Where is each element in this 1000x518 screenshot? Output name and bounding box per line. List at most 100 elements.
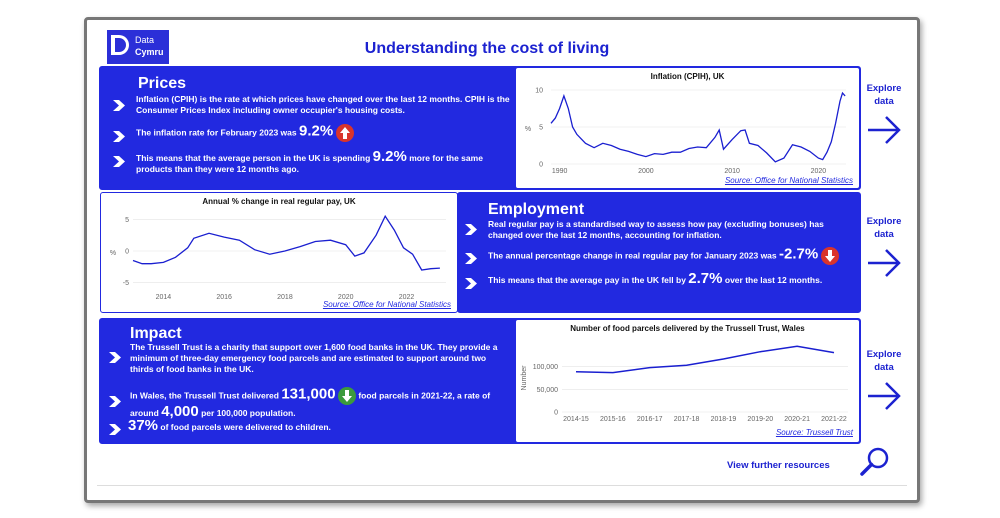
x-tick-label: 2015-16 xyxy=(600,416,626,423)
inflation-chart-plot: 0 5 10 1990 2000 2010 2020% xyxy=(525,88,846,175)
impact-heading: Impact xyxy=(130,325,182,342)
explore-label: Explore xyxy=(866,83,902,94)
y-tick-label: 10 xyxy=(535,88,543,95)
prices-text-3: This means that the average person in th… xyxy=(136,149,516,175)
impact-delivered-value: 131,000 xyxy=(281,385,336,403)
food-parcels-series-line xyxy=(575,345,835,374)
explore-label: data xyxy=(874,96,894,107)
x-tick-label: 2020 xyxy=(811,168,827,175)
employment-heading: Employment xyxy=(488,201,585,218)
prices-spend-label: This means that the average person in th… xyxy=(136,153,371,163)
x-tick-label: 2014-15 xyxy=(563,416,589,423)
food-parcels-chart[interactable]: Number of food parcels delivered by the … xyxy=(515,319,860,443)
employment-fell-value: 2.7% xyxy=(688,270,723,287)
chevron-right-icon xyxy=(109,396,121,407)
x-tick-label: 2014 xyxy=(156,294,172,301)
x-tick-label: 2018-19 xyxy=(711,416,737,423)
arrow-up-icon xyxy=(335,124,354,142)
explore-data-impact[interactable]: Explore data xyxy=(859,348,909,418)
prices-heading: Prices xyxy=(138,75,187,92)
inflation-chart[interactable]: Inflation (CPIH), UK 0 5 10 1990 2000 2010 202… xyxy=(515,67,860,189)
prices-rate-label: The inflation rate for February 2023 was xyxy=(136,127,297,138)
prices-panel: Prices Inflation (CPIH) is the rate at w… xyxy=(99,66,861,190)
employment-fell-label: This means that the average pay in the U… xyxy=(488,275,686,285)
food-parcels-chart-title: Number of food parcels delivered by the … xyxy=(570,324,805,333)
explore-label: Explore xyxy=(866,349,902,360)
x-tick-label: 2016 xyxy=(216,294,232,301)
chevron-right-icon xyxy=(109,424,121,435)
y-tick-label: 0 xyxy=(554,410,558,417)
arrow-right-icon xyxy=(868,116,901,144)
x-tick-label: 2016-17 xyxy=(637,416,663,423)
impact-children-tail: of food parcels were delivered to childr… xyxy=(160,422,331,432)
explore-data-employment[interactable]: Explore data xyxy=(859,215,909,285)
dashboard-frame: Data Cymru Understanding the cost of liv… xyxy=(84,17,920,503)
y-tick-label: -5 xyxy=(123,280,129,287)
page-title: Understanding the cost of living xyxy=(364,40,610,57)
footer-divider xyxy=(97,485,907,486)
inflation-source-link[interactable]: Source: Office for National Statistics xyxy=(724,176,853,185)
inflation-chart-title: Inflation (CPIH), UK xyxy=(650,72,725,81)
chevron-right-icon xyxy=(113,131,125,142)
y-axis-label: % xyxy=(110,250,116,257)
arrow-down-icon xyxy=(337,387,356,405)
y-tick-label: 5 xyxy=(539,125,543,132)
magnifier-icon[interactable] xyxy=(858,445,892,479)
employment-fell-tail: over the last 12 months. xyxy=(724,275,823,285)
prices-text-1: Inflation (CPIH) is the rate at which pr… xyxy=(136,94,510,115)
food-parcels-source-link[interactable]: Source: Trussell Trust xyxy=(775,428,853,437)
y-tick-label: 100,000 xyxy=(533,364,558,371)
employment-panel: Employment Real regular pay is a standar… xyxy=(457,192,861,313)
explore-data-prices[interactable]: Explore data xyxy=(859,82,909,152)
real-pay-chart-title: Annual % change in real regular pay, UK xyxy=(202,197,356,206)
real-pay-source-link[interactable]: Source: Office for National Statistics xyxy=(322,300,451,309)
x-tick-label: 1990 xyxy=(552,168,568,175)
impact-text-3: 37% of food parcels were delivered to ch… xyxy=(128,417,508,434)
employment-text-1: Real regular pay is a standardised way t… xyxy=(488,219,824,240)
chevron-right-icon xyxy=(465,253,477,264)
chevron-right-icon xyxy=(113,100,125,111)
data-cymru-logo[interactable]: Data Cymru xyxy=(107,30,169,64)
impact-rate-label: food parcels in 2021-22, a rate of aroun… xyxy=(130,390,491,418)
y-axis-label: Number xyxy=(521,365,528,391)
impact-rate-tail: per 100,000 population. xyxy=(201,408,296,418)
y-tick-label: 50,000 xyxy=(537,387,559,394)
impact-text-1: The Trussell Trust is a charity that sup… xyxy=(130,342,498,374)
prices-rate-value: 9.2% xyxy=(298,122,334,140)
arrow-down-icon xyxy=(820,247,839,265)
chevron-right-icon xyxy=(113,156,125,167)
impact-panel: Impact The Trussell Trust is a charity t… xyxy=(99,318,861,444)
prices-spend-tail: more for the same products than they wer… xyxy=(136,153,483,174)
y-tick-label: 5 xyxy=(125,217,129,224)
y-tick-label: 0 xyxy=(539,162,543,169)
x-tick-label: 2020-21 xyxy=(784,416,810,423)
x-tick-label: 2019-20 xyxy=(747,416,773,423)
real-pay-series-line xyxy=(132,214,440,271)
logo-line1: Data xyxy=(135,35,155,45)
x-tick-label: 2021-22 xyxy=(821,416,847,423)
explore-label: data xyxy=(874,229,894,240)
x-tick-label: 2017-18 xyxy=(674,416,700,423)
arrow-right-icon xyxy=(868,249,901,277)
impact-children-value: 37% xyxy=(128,417,159,434)
employment-change-label: The annual percentage change in real reg… xyxy=(488,250,777,261)
food-parcels-chart-plot: 100,000 50,000 0 2014-15 2015-16 2016-17 2017-… xyxy=(521,345,848,423)
chevron-right-icon xyxy=(465,278,477,289)
employment-text-2: The annual percentage change in real reg… xyxy=(488,245,858,265)
y-tick-label: 0 xyxy=(125,249,129,256)
chevron-right-icon xyxy=(109,352,121,363)
explore-label: data xyxy=(874,362,894,373)
real-pay-chart-plot: 5 0 -5 2014 2016 2018 2020 2022% xyxy=(110,214,446,301)
impact-rate-value: 4,000 xyxy=(161,403,199,420)
x-tick-label: 2020 xyxy=(338,294,354,301)
x-tick-label: 2022 xyxy=(399,294,415,301)
real-pay-chart[interactable]: Annual % change in real regular pay, UK … xyxy=(100,192,458,313)
view-further-resources-link[interactable]: View further resources xyxy=(727,460,830,471)
arrow-right-icon xyxy=(868,382,901,410)
inflation-series-line xyxy=(550,91,846,163)
logo-line2: Cymru xyxy=(135,47,164,57)
employment-change-value: -2.7% xyxy=(779,245,819,263)
x-tick-label: 2018 xyxy=(277,294,293,301)
y-axis-label: % xyxy=(525,126,531,133)
chevron-right-icon xyxy=(465,224,477,235)
